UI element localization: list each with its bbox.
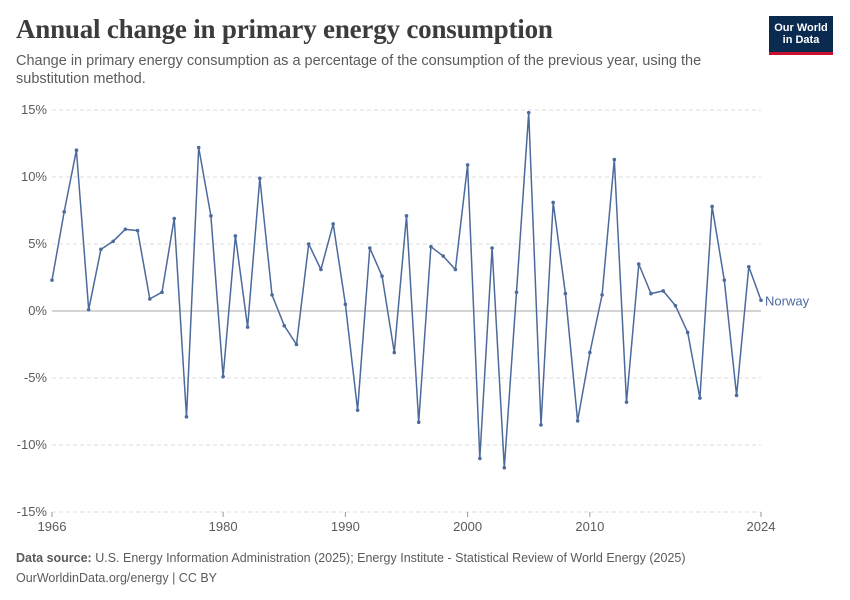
data-point[interactable] — [661, 289, 666, 293]
x-tick-label: 1966 — [38, 519, 67, 534]
data-point[interactable] — [99, 247, 103, 252]
x-tick-label: 1980 — [209, 519, 238, 534]
y-tick-label: -10% — [17, 437, 48, 452]
data-point[interactable] — [331, 222, 335, 226]
y-axis-ticks: 15% 10% 5% 0% -5% -10% -15% — [17, 102, 48, 519]
line-chart: 15% 10% 5% 0% -5% -10% -15% 1966 1980 1990 2000 20… — [17, 102, 810, 534]
data-point[interactable] — [184, 415, 189, 419]
data-point[interactable] — [478, 456, 482, 461]
data-point[interactable] — [209, 214, 213, 218]
x-tick-label: 2024 — [747, 519, 776, 534]
y-tick-label: -5% — [24, 370, 48, 385]
data-point[interactable] — [698, 396, 702, 400]
data-point[interactable] — [282, 323, 287, 328]
chart-subtitle: Change in primary energy consumption as … — [16, 53, 702, 87]
data-point[interactable] — [123, 227, 128, 232]
data-point[interactable] — [270, 293, 274, 297]
logo-line-2: in Data — [782, 34, 820, 46]
y-tick-label: 5% — [28, 236, 47, 251]
data-point[interactable] — [135, 228, 140, 233]
data-point[interactable] — [404, 214, 409, 218]
data-point[interactable] — [319, 267, 323, 272]
data-point[interactable] — [600, 293, 604, 297]
data-point[interactable] — [74, 148, 79, 152]
data-point[interactable] — [722, 278, 727, 282]
x-tick-label: 2000 — [453, 519, 482, 534]
data-point[interactable] — [258, 176, 262, 181]
data-point[interactable] — [624, 400, 629, 404]
data-source-text: U.S. Energy Information Administration (… — [95, 551, 686, 565]
data-point[interactable] — [392, 350, 397, 355]
data-point[interactable] — [50, 278, 54, 282]
y-tick-label: -15% — [17, 504, 48, 519]
data-point[interactable] — [575, 419, 580, 423]
data-point[interactable] — [343, 302, 348, 307]
footer: Data source: U.S. Energy Information Adm… — [16, 548, 686, 588]
data-point[interactable] — [539, 423, 543, 427]
data-point[interactable] — [441, 254, 445, 258]
data-point[interactable] — [294, 342, 299, 347]
x-axis-ticks: 1966 1980 1990 2000 2010 2024 — [38, 512, 776, 534]
x-tick-label: 1990 — [331, 519, 360, 534]
data-point[interactable] — [759, 298, 763, 303]
data-point[interactable] — [86, 307, 91, 312]
data-point[interactable] — [355, 408, 360, 412]
data-point[interactable] — [636, 262, 641, 266]
data-point[interactable] — [62, 210, 67, 214]
data-point[interactable] — [563, 291, 568, 296]
series-layer: Norway — [50, 110, 810, 470]
data-point[interactable] — [465, 163, 470, 167]
data-point[interactable] — [147, 297, 152, 301]
data-point[interactable] — [172, 216, 177, 221]
data-point[interactable] — [453, 267, 458, 272]
data-point[interactable] — [233, 234, 238, 238]
data-point[interactable] — [673, 303, 678, 308]
data-point[interactable] — [710, 204, 714, 209]
data-point[interactable] — [416, 420, 421, 425]
data-point[interactable] — [111, 239, 115, 244]
data-point[interactable] — [196, 145, 201, 150]
data-point[interactable] — [306, 242, 311, 246]
data-point[interactable] — [245, 325, 250, 329]
data-point[interactable] — [368, 246, 372, 250]
data-point[interactable] — [685, 330, 690, 335]
y-tick-label: 10% — [21, 169, 47, 184]
data-point[interactable] — [160, 290, 164, 295]
owid-logo[interactable]: Our World in Data — [769, 16, 833, 55]
chart-title: Annual change in primary energy consumpt… — [16, 14, 553, 44]
series-line[interactable] — [51, 111, 762, 469]
credit-line[interactable]: OurWorldinData.org/energy | CC BY — [16, 571, 218, 585]
data-point[interactable] — [612, 157, 617, 162]
data-point[interactable] — [746, 264, 751, 269]
data-point[interactable] — [221, 374, 225, 379]
data-point[interactable] — [649, 291, 653, 296]
data-point[interactable] — [588, 350, 592, 355]
data-point[interactable] — [526, 110, 531, 115]
y-tick-label: 0% — [28, 303, 47, 318]
grid-lines — [52, 109, 761, 513]
series-label[interactable]: Norway — [765, 293, 810, 308]
logo-line-1: Our World — [774, 21, 828, 34]
data-point[interactable] — [551, 200, 555, 205]
data-point[interactable] — [429, 244, 433, 249]
data-source-label: Data source: — [16, 551, 92, 565]
data-point[interactable] — [734, 393, 739, 398]
data-source: Data source: U.S. Energy Information Adm… — [16, 548, 686, 568]
y-tick-label: 15% — [21, 102, 47, 117]
x-tick-label: 2010 — [575, 519, 604, 534]
data-point[interactable] — [514, 290, 519, 295]
data-point[interactable] — [490, 246, 494, 250]
data-point[interactable] — [502, 465, 507, 470]
data-point[interactable] — [380, 274, 384, 278]
